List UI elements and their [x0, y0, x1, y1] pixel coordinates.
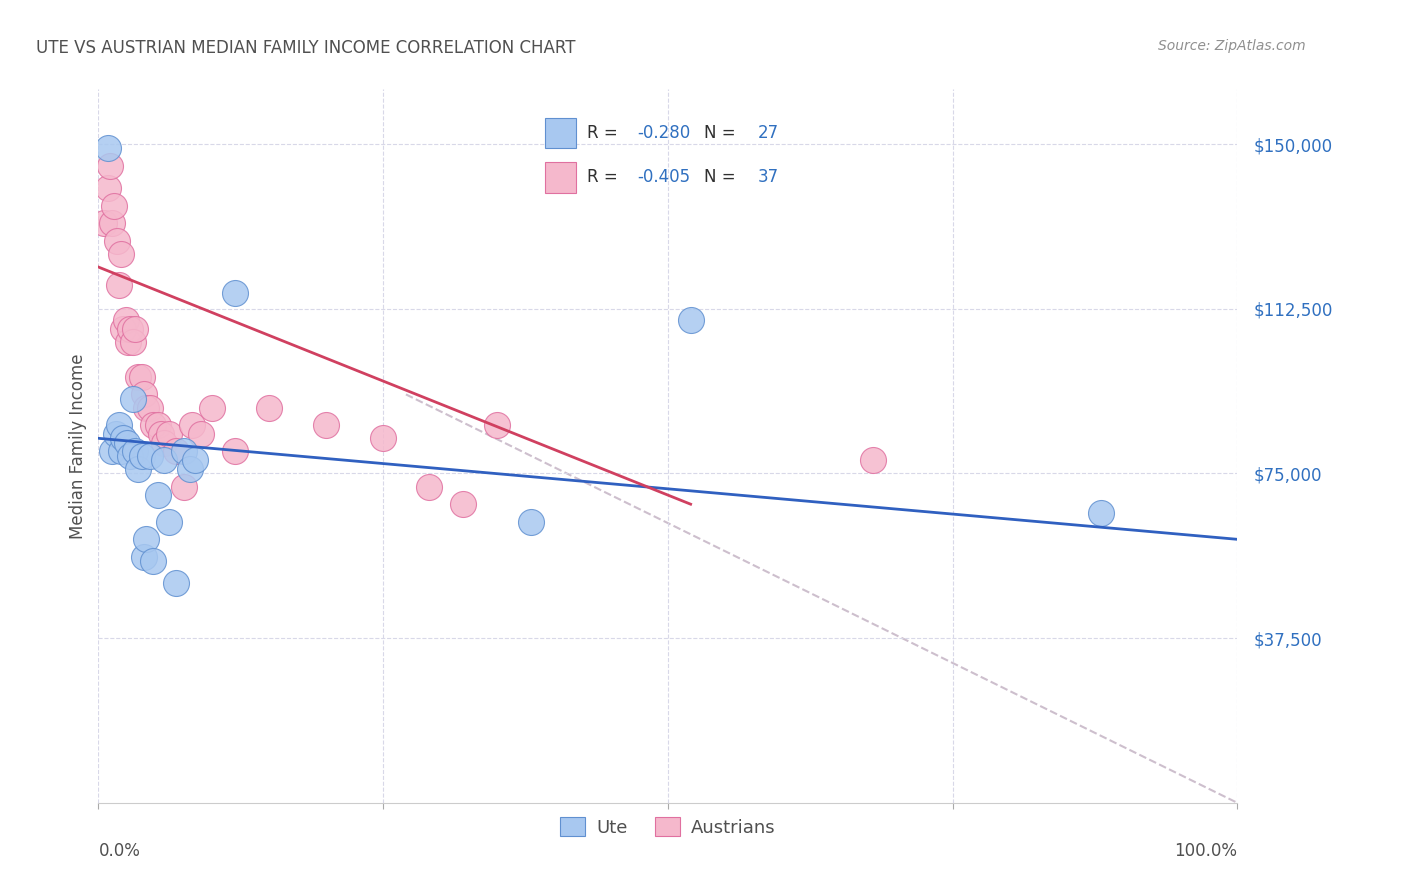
- Point: [138, 401, 160, 415]
- Point: [124, 321, 146, 335]
- Point: [114, 312, 136, 326]
- Point: [371, 431, 394, 445]
- Point: [112, 321, 135, 335]
- Point: [115, 435, 138, 450]
- Point: [101, 216, 124, 230]
- Point: [201, 401, 224, 415]
- Point: [486, 418, 509, 433]
- Legend: Ute, Austrians: Ute, Austrians: [553, 810, 783, 844]
- Point: [146, 418, 169, 433]
- Point: [150, 426, 173, 441]
- Point: [120, 449, 142, 463]
- Point: [862, 453, 884, 467]
- Point: [142, 418, 165, 433]
- Point: [224, 286, 246, 301]
- Text: 0.0%: 0.0%: [98, 842, 141, 860]
- Point: [173, 444, 195, 458]
- Point: [135, 533, 157, 547]
- Point: [103, 198, 125, 212]
- Point: [165, 576, 187, 591]
- Point: [98, 159, 121, 173]
- Point: [127, 369, 149, 384]
- Text: Source: ZipAtlas.com: Source: ZipAtlas.com: [1159, 39, 1306, 54]
- Point: [259, 401, 281, 415]
- Point: [93, 216, 115, 230]
- Point: [679, 312, 702, 326]
- Point: [127, 462, 149, 476]
- Point: [135, 401, 157, 415]
- Point: [112, 431, 135, 445]
- Point: [108, 418, 131, 433]
- Point: [146, 488, 169, 502]
- Point: [190, 426, 212, 441]
- Point: [173, 480, 195, 494]
- Point: [451, 497, 474, 511]
- Point: [520, 515, 543, 529]
- Point: [117, 334, 139, 349]
- Point: [131, 369, 153, 384]
- Text: 100.0%: 100.0%: [1174, 842, 1237, 860]
- Y-axis label: Median Family Income: Median Family Income: [69, 353, 87, 539]
- Point: [101, 444, 124, 458]
- Point: [418, 480, 440, 494]
- Point: [96, 181, 118, 195]
- Point: [315, 418, 337, 433]
- Point: [157, 515, 180, 529]
- Point: [108, 277, 131, 292]
- Point: [120, 321, 142, 335]
- Point: [1090, 506, 1112, 520]
- Point: [105, 234, 128, 248]
- Point: [153, 453, 176, 467]
- Point: [179, 462, 201, 476]
- Point: [96, 141, 118, 155]
- Point: [121, 334, 143, 349]
- Point: [142, 554, 165, 568]
- Point: [165, 444, 187, 458]
- Point: [157, 426, 180, 441]
- Point: [131, 449, 153, 463]
- Text: UTE VS AUSTRIAN MEDIAN FAMILY INCOME CORRELATION CHART: UTE VS AUSTRIAN MEDIAN FAMILY INCOME COR…: [35, 39, 575, 57]
- Point: [124, 444, 146, 458]
- Point: [184, 453, 207, 467]
- Point: [110, 247, 132, 261]
- Point: [110, 444, 132, 458]
- Point: [153, 435, 176, 450]
- Point: [180, 418, 202, 433]
- Point: [132, 387, 155, 401]
- Point: [224, 444, 246, 458]
- Point: [132, 549, 155, 564]
- Point: [121, 392, 143, 406]
- Point: [104, 426, 127, 441]
- Point: [138, 449, 160, 463]
